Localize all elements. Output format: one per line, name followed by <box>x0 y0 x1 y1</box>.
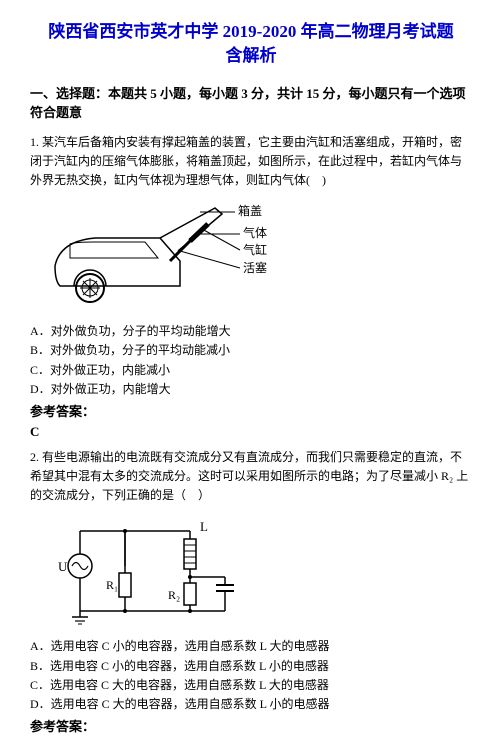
q1-option-a: A．对外做负功，分子的平均动能增大 <box>30 322 472 341</box>
label-u: U <box>58 559 68 574</box>
title-line-1: 陕西省西安市英才中学 2019-2020 年高二物理月考试题 <box>48 22 453 41</box>
q1-option-b: B．对外做负功，分子的平均动能减小 <box>30 341 472 360</box>
label-piston: 活塞 <box>243 260 267 275</box>
label-lid: 箱盖 <box>238 203 262 218</box>
car-trunk-diagram: 箱盖 气体 气缸 活塞 <box>50 196 310 316</box>
title-line-2: 含解析 <box>226 46 277 65</box>
label-l: L <box>200 519 208 534</box>
label-r1: R₁ <box>106 578 118 592</box>
q2-option-b: B．选用电容 C 小的电容器，选用自感系数 L 小的电感器 <box>30 657 472 676</box>
q2-option-a: A．选用电容 C 小的电容器，选用自感系数 L 大的电感器 <box>30 637 472 656</box>
q1-stem: 1. 某汽车后备箱内安装有撑起箱盖的装置，它主要由汽缸和活塞组成，开箱时，密闭于… <box>30 133 472 191</box>
q1-option-c: C．对外做正功，内能减小 <box>30 361 472 380</box>
section-1-heading: 一、选择题：本题共 5 小题，每小题 3 分，共计 15 分，每小题只有一个选项… <box>30 84 472 123</box>
q2-option-d: D．选用电容 C 大的电容器，选用自感系数 L 小的电感器 <box>30 695 472 714</box>
q1-answer-label: 参考答案： <box>30 401 472 420</box>
exam-page: 陕西省西安市英才中学 2019-2020 年高二物理月考试题 含解析 一、选择题… <box>0 0 502 755</box>
label-gas: 气体 <box>243 225 267 240</box>
q2-figure: U L R₂ <box>50 511 472 631</box>
q1-option-d: D．对外做正功，内能增大 <box>30 380 472 399</box>
q1-options: A．对外做负功，分子的平均动能增大 B．对外做负功，分子的平均动能减小 C．对外… <box>30 322 472 399</box>
label-r2: R₂ <box>168 588 180 602</box>
page-title: 陕西省西安市英才中学 2019-2020 年高二物理月考试题 含解析 <box>30 20 472 68</box>
label-cylinder: 气缸 <box>243 242 267 257</box>
q2-option-c: C．选用电容 C 大的电容器，选用自感系数 L 大的电感器 <box>30 676 472 695</box>
lc-circuit-diagram: U L R₂ <box>50 511 270 631</box>
q1-answer: C <box>30 424 472 440</box>
q2-stem: 2. 有些电源输出的电流既有交流成分又有直流成分，而我们只需要稳定的直流，不希望… <box>30 448 472 506</box>
q1-figure: 箱盖 气体 气缸 活塞 <box>50 196 472 316</box>
q2-answer-label: 参考答案： <box>30 716 472 735</box>
